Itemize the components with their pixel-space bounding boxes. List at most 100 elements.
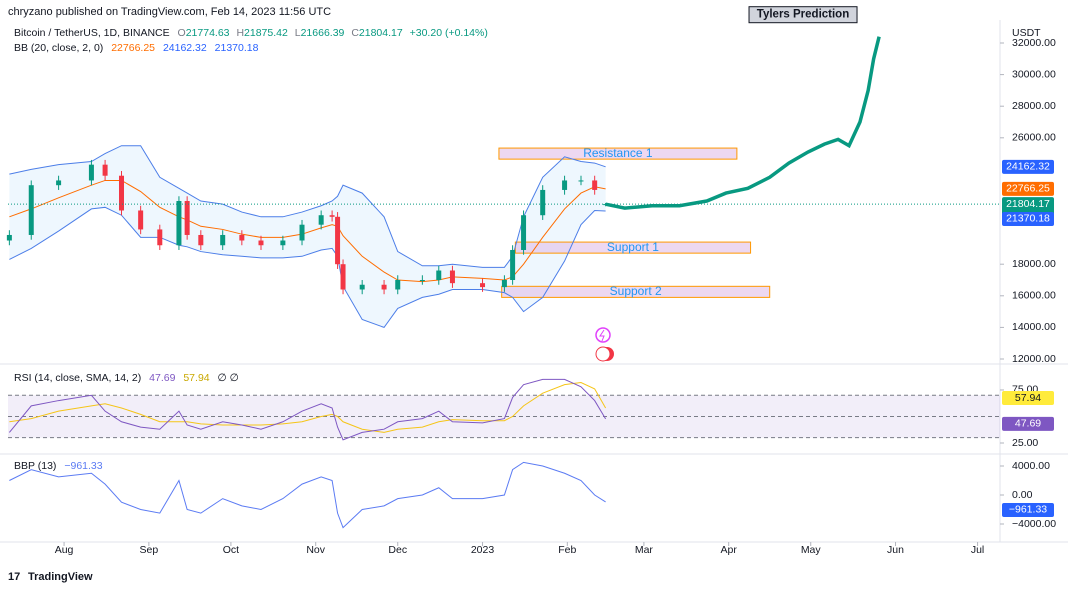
y-tick-label: 14000.00 bbox=[1012, 321, 1056, 333]
candle-body bbox=[184, 201, 190, 235]
prediction-box bbox=[748, 6, 858, 24]
y-tick-label: 26000.00 bbox=[1012, 132, 1056, 144]
candle-body bbox=[119, 175, 125, 211]
candle-body bbox=[239, 234, 245, 241]
x-tick-label: Sep bbox=[140, 544, 159, 556]
logo: 17 bbox=[8, 571, 20, 583]
candle-body bbox=[510, 249, 516, 280]
candle-body bbox=[335, 216, 341, 265]
candle-body bbox=[562, 180, 568, 190]
plot: 12000.00 14000.00 16000.00 18000.00 26000.00… bbox=[6, 6, 1056, 556]
rsi-label: RSI (14, close, SMA, 14, 2) bbox=[14, 372, 141, 384]
badge-close: 21804.17 bbox=[1006, 198, 1050, 210]
candle-body bbox=[102, 164, 108, 176]
y-tick-label: 30000.00 bbox=[1012, 68, 1056, 80]
candle-body bbox=[329, 215, 335, 217]
badge-rsi: 47.69 bbox=[1015, 418, 1041, 430]
candle-body bbox=[340, 264, 346, 290]
candle-body bbox=[88, 164, 94, 181]
ohlc-value: 21875.42 bbox=[244, 27, 288, 39]
bb-fill bbox=[9, 145, 606, 328]
zone bbox=[498, 147, 738, 160]
candle-body bbox=[56, 180, 62, 186]
ohlc-value: 21804.17 bbox=[359, 27, 403, 39]
x-tick-label: Apr bbox=[721, 544, 738, 556]
candle-body bbox=[176, 201, 182, 246]
y-tick-label: 28000.00 bbox=[1012, 100, 1056, 112]
ohlc-value: 21666.39 bbox=[301, 27, 345, 39]
legend: Bitcoin / TetherUS, 1D, BINANCE O21774.6… bbox=[14, 27, 488, 39]
candle-body bbox=[318, 215, 324, 225]
candle-body bbox=[521, 215, 527, 250]
icon[interactable] bbox=[595, 327, 611, 343]
badge-basis-bg bbox=[1002, 181, 1054, 196]
candle-body bbox=[540, 189, 546, 216]
x-tick-label: 2023 bbox=[471, 544, 495, 556]
candle-body bbox=[157, 229, 163, 246]
candle-body bbox=[592, 180, 598, 190]
candle-body bbox=[501, 279, 507, 288]
badge-basis: 22766.25 bbox=[1006, 183, 1050, 195]
indicator-line bbox=[9, 461, 606, 529]
badge-bbp: −961.33 bbox=[1009, 504, 1047, 516]
event-icons bbox=[595, 327, 614, 362]
ohlc-value: 21774.63 bbox=[186, 27, 230, 39]
x-tick-label: Aug bbox=[55, 544, 74, 556]
bbp-label: BBP (13) bbox=[14, 460, 56, 472]
legend: BB (20, close, 2, 0) 22766.25 24162.32 2… bbox=[14, 42, 259, 54]
bb-value: 22766.25 bbox=[111, 42, 155, 54]
badge-upper-bg bbox=[1002, 159, 1054, 174]
indicator-line bbox=[9, 382, 607, 433]
rsi-value: 47.69 bbox=[149, 372, 175, 384]
candle-body bbox=[280, 240, 286, 246]
badge-lower: 21370.18 bbox=[1006, 213, 1050, 225]
bb-label: BB (20, close, 2, 0) bbox=[14, 42, 103, 54]
badge-rsi-bg bbox=[1002, 391, 1054, 406]
prediction-label: Tylers Prediction bbox=[757, 9, 849, 21]
x-tick-label: Mar bbox=[635, 544, 654, 556]
x-tick-label: Feb bbox=[558, 544, 576, 556]
badge-rsi-bg bbox=[1002, 416, 1054, 431]
legend: RSI (14, close, SMA, 14, 2) 47.69 57.94 … bbox=[14, 372, 239, 384]
badge-bbp-bg bbox=[1002, 502, 1054, 517]
icon bbox=[599, 329, 605, 342]
candle-body bbox=[359, 284, 365, 290]
badge-upper: 24162.32 bbox=[1006, 161, 1050, 173]
candle-body bbox=[220, 234, 226, 246]
badge-lower-bg bbox=[1002, 211, 1054, 226]
candle-body bbox=[381, 284, 387, 290]
zone-label: Support 2 bbox=[610, 284, 662, 298]
ohlc-label: L bbox=[295, 27, 301, 39]
y-tick-label: 32000.00 bbox=[1012, 37, 1056, 49]
x-tick-label: May bbox=[801, 544, 822, 556]
prediction-line bbox=[605, 36, 881, 210]
x-tick-label: Nov bbox=[306, 544, 325, 556]
bb-value: 24162.32 bbox=[163, 42, 207, 54]
candle-body bbox=[419, 279, 425, 281]
candle-body bbox=[578, 180, 584, 182]
candle-body bbox=[198, 234, 204, 246]
ohlc-label: C bbox=[351, 27, 359, 39]
candle-body bbox=[395, 279, 401, 290]
x-tick-label: Jul bbox=[971, 544, 984, 556]
indicator-line bbox=[8, 378, 607, 441]
rsi-value: 57.94 bbox=[183, 372, 209, 384]
bb-lower bbox=[9, 206, 606, 328]
x-tick-label: Dec bbox=[388, 544, 407, 556]
candle-body bbox=[258, 240, 264, 246]
y-tick-label: 16000.00 bbox=[1012, 290, 1056, 302]
icon[interactable] bbox=[595, 346, 611, 362]
candle-body bbox=[28, 185, 34, 235]
rsi-flags: ∅ ∅ bbox=[218, 372, 239, 384]
bb-value: 21370.18 bbox=[215, 42, 259, 54]
y-tick-label: 25.00 bbox=[1012, 437, 1038, 449]
bb-basis bbox=[9, 179, 606, 283]
ohlc-label: O bbox=[178, 27, 186, 39]
y-tick-label: 18000.00 bbox=[1012, 258, 1056, 270]
symbol: Bitcoin / TetherUS, 1D, BINANCE bbox=[14, 27, 170, 39]
x-tick-label: Jun bbox=[887, 544, 904, 556]
candle-body bbox=[449, 270, 455, 284]
header: chryzano published on TradingView.com, F… bbox=[8, 6, 331, 18]
